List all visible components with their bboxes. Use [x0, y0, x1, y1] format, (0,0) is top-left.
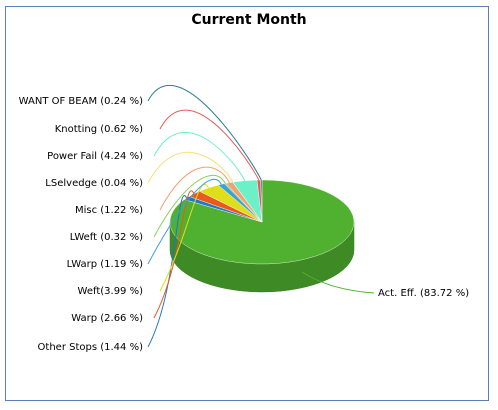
- data-label-knotting: Knotting (0.62 %): [55, 124, 143, 135]
- data-label-lweft: LWeft (0.32 %): [70, 232, 143, 243]
- leader-line-other-stops: [147, 195, 188, 348]
- leader-line-lwarp: [147, 178, 222, 265]
- data-label-lselvedge: LSelvedge (0.04 %): [45, 178, 143, 189]
- leader-line-want-of-beam: [147, 84, 262, 181]
- leader-line-weft: [159, 183, 209, 292]
- leader-line-misc: [159, 166, 230, 211]
- leader-line-lweft: [153, 174, 226, 238]
- data-label-warp: Warp (2.66 %): [71, 313, 143, 324]
- data-label-other-stops: Other Stops (1.44 %): [38, 342, 144, 353]
- leader-line-act-eff-: [301, 271, 375, 294]
- leader-line-warp: [153, 190, 195, 319]
- leader-line-power-fail: [153, 131, 246, 181]
- data-label-act-eff-: Act. Eff. (83.72 %): [378, 288, 469, 299]
- leader-line-knotting: [159, 109, 260, 181]
- data-label-want-of-beam: WANT OF BEAM (0.24 %): [19, 96, 143, 107]
- data-label-lwarp: LWarp (1.19 %): [67, 259, 144, 270]
- data-label-power-fail: Power Fail (4.24 %): [47, 151, 143, 162]
- pie-slice-want-of-beam[interactable]: [260, 179, 263, 223]
- leader-line-lselvedge: [147, 151, 234, 184]
- data-label-misc: Misc (1.22 %): [75, 205, 143, 216]
- chart-title: Current Month: [191, 12, 307, 28]
- data-label-weft: Weft(3.99 %): [78, 286, 144, 297]
